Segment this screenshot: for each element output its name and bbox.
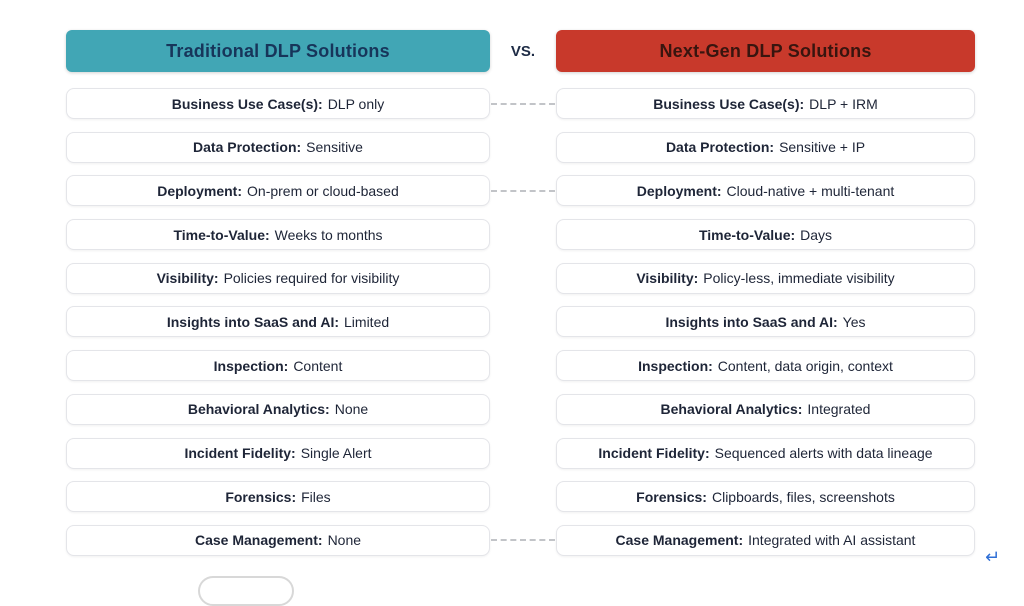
row-connector-dashed-line [491,102,555,105]
comparison-row: Insights into SaaS and AI: Limited Insigh… [66,306,975,338]
row-value: Policies required for visibility [223,270,400,287]
row-label: Incident Fidelity: [598,445,710,461]
row-label: Incident Fidelity: [184,445,296,461]
traditional-cell: Inspection: Content [66,350,490,382]
row-value: On-prem or cloud-based [247,182,399,199]
row-label: Case Management: [194,532,323,549]
comparison-row: Visibility: Policies required for visibil… [66,262,975,294]
comparison-row: Deployment: On-prem or cloud-based Deploy… [66,175,975,207]
row-label: Behavioral Analytics: [187,401,330,418]
row-value: None [327,532,362,549]
row-label: Inspection: [638,357,713,374]
row-value: Policy-less, immediate visibility [703,270,895,287]
comparison-row: Data Protection: Sensitive Data Protectio… [66,131,975,163]
comparison-rows: Business Use Case(s): DLP only Business U… [66,88,975,556]
row-value: Sequenced alerts with data lineage [714,445,933,461]
comparison-row: Forensics: Files Forensics: Clipboards, fi… [66,481,975,513]
row-label: Deployment: [636,182,722,199]
partial-shape-cutoff [198,576,294,606]
row-value: None [334,401,369,418]
row-value: Sensitive + IP [779,139,866,156]
row-label: Time-to-Value: [173,226,270,243]
row-label: Behavioral Analytics: [660,401,803,418]
row-value: Sensitive [306,139,363,156]
row-value: Cloud-native + multi-tenant [726,182,895,199]
row-value: Single Alert [300,445,372,461]
line-break-mark-icon: ↵ [985,547,1001,568]
comparison-row: Time-to-Value: Weeks to months Time-to-Va… [66,219,975,251]
row-label: Visibility: [636,270,699,287]
comparison-row: Case Management: None Case Management: Int… [66,524,975,556]
row-label: Insights into SaaS and AI: [166,313,340,330]
row-value: Limited [344,313,390,330]
row-value: DLP only [327,95,385,112]
traditional-cell: Forensics: Files [66,481,490,513]
header-row: Traditional DLP Solutions VS. Next-Gen D… [66,30,975,72]
row-value: Clipboards, files, screenshots [711,488,895,505]
traditional-cell: Deployment: On-prem or cloud-based [66,175,490,207]
dlp-comparison-diagram: Traditional DLP Solutions VS. Next-Gen D… [66,30,975,556]
row-label: Insights into SaaS and AI: [665,313,838,330]
row-connector-dashed-line [491,539,555,542]
nextgen-cell: Forensics: Clipboards, files, screenshots [556,481,975,513]
row-label: Business Use Case(s): [171,95,323,112]
nextgen-cell: Data Protection: Sensitive + IP [556,131,975,163]
nextgen-cell: Case Management: Integrated with AI assis… [556,524,975,556]
row-value: Files [301,488,331,505]
row-value: Content, data origin, context [717,357,893,374]
row-label: Visibility: [156,270,219,287]
row-connector-dashed-line [491,189,555,192]
traditional-cell: Insights into SaaS and AI: Limited [66,306,490,338]
row-value: Integrated [807,401,871,418]
row-label: Forensics: [225,488,297,505]
row-label: Business Use Case(s): [653,95,805,112]
nextgen-cell: Insights into SaaS and AI: Yes [556,306,975,338]
traditional-cell: Behavioral Analytics: None [66,393,490,425]
traditional-dlp-header: Traditional DLP Solutions [66,30,490,72]
row-label: Deployment: [157,182,243,199]
nextgen-cell: Business Use Case(s): DLP + IRM [556,88,975,119]
comparison-row: Business Use Case(s): DLP only Business U… [66,88,975,119]
comparison-row: Inspection: Content Inspection: Content, d… [66,350,975,382]
nextgen-dlp-header: Next-Gen DLP Solutions [556,30,975,72]
comparison-row: Incident Fidelity: Single Alert Incident … [66,437,975,469]
nextgen-cell: Visibility: Policy-less, immediate visibi… [556,262,975,294]
traditional-cell: Case Management: None [66,524,490,556]
traditional-cell: Data Protection: Sensitive [66,131,490,163]
row-label: Forensics: [636,488,707,505]
traditional-cell: Business Use Case(s): DLP only [66,88,490,119]
nextgen-cell: Behavioral Analytics: Integrated [556,393,975,425]
row-value: Content [293,357,343,374]
row-value: Integrated with AI assistant [748,532,916,549]
row-value: Days [800,226,833,243]
nextgen-cell: Incident Fidelity: Sequenced alerts with … [556,437,975,469]
row-label: Case Management: [615,532,744,549]
vs-label: VS. [510,42,536,60]
row-label: Data Protection: [193,139,302,156]
row-label: Inspection: [213,357,289,374]
row-value: DLP + IRM [809,95,878,112]
row-label: Time-to-Value: [698,226,796,243]
traditional-cell: Incident Fidelity: Single Alert [66,437,490,469]
traditional-cell: Visibility: Policies required for visibil… [66,262,490,294]
nextgen-cell: Time-to-Value: Days [556,219,975,251]
traditional-cell: Time-to-Value: Weeks to months [66,219,490,251]
nextgen-cell: Inspection: Content, data origin, context [556,350,975,382]
comparison-row: Behavioral Analytics: None Behavioral Ana… [66,393,975,425]
row-value: Yes [842,313,866,330]
row-label: Data Protection: [665,139,775,156]
nextgen-cell: Deployment: Cloud-native + multi-tenant [556,175,975,207]
row-value: Weeks to months [274,226,383,243]
